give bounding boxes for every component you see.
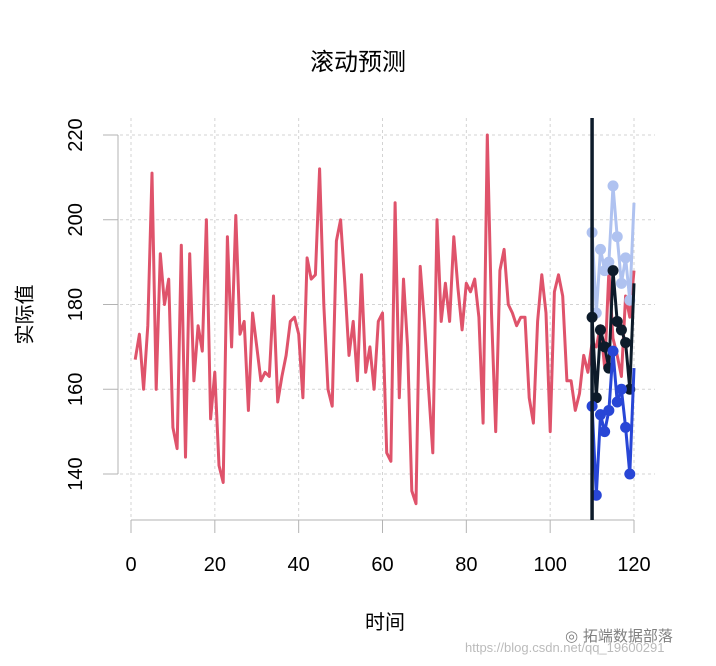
lower-forecast-point: [615, 383, 627, 395]
upper-forecast-point: [599, 265, 611, 277]
mean-forecast-point: [620, 337, 632, 349]
lower-forecast-point: [620, 421, 632, 433]
x-tick-label: 40: [288, 554, 310, 576]
watermark-url: https://blog.csdn.net/qq_19600291: [465, 640, 665, 655]
y-tick-label: 180: [65, 288, 87, 321]
upper-forecast-point: [615, 277, 627, 289]
lower-forecast-point: [594, 409, 606, 421]
mean-forecast-point: [607, 265, 619, 277]
lower-forecast-point: [624, 468, 636, 480]
upper-forecast-point: [620, 252, 632, 264]
x-tick-label: 60: [371, 554, 393, 576]
x-tick-label: 0: [125, 554, 136, 576]
upper-forecast-point: [603, 256, 615, 268]
upper-forecast-point: [611, 231, 623, 243]
mean-forecast-point: [611, 315, 623, 327]
actual-series-line: [133, 133, 636, 506]
x-tick-label: 100: [533, 554, 566, 576]
lower-forecast-point: [611, 396, 623, 408]
x-tick-label: 80: [455, 554, 477, 576]
mean-forecast-point: [594, 324, 606, 336]
y-tick-label: 160: [65, 373, 87, 406]
lower-forecast-point: [603, 404, 615, 416]
x-tick-label: 20: [204, 554, 226, 576]
upper-forecast-point: [607, 180, 619, 192]
watermark-brand: ◎ 拓端数据部落: [565, 625, 673, 646]
chart-title: 滚动预测: [310, 48, 406, 76]
mean-forecast-point: [615, 324, 627, 336]
y-tick-label: 140: [65, 457, 87, 490]
lower-forecast-point: [599, 426, 611, 438]
y-tick-label: 220: [65, 118, 87, 151]
x-tick-label: 120: [617, 554, 650, 576]
y-tick-label: 200: [65, 203, 87, 236]
wechat-icon: ◎: [565, 627, 583, 645]
lower-forecast-point: [607, 345, 619, 357]
x-axis-label: 时间: [365, 610, 405, 634]
upper-forecast-point: [594, 243, 606, 255]
mean-forecast-point: [599, 341, 611, 353]
watermark-brand-text: 拓端数据部落: [582, 627, 673, 645]
